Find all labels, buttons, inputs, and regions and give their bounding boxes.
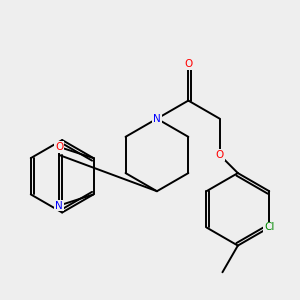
- Text: O: O: [55, 142, 63, 152]
- Text: O: O: [216, 150, 224, 160]
- Text: O: O: [184, 59, 193, 69]
- Text: Cl: Cl: [264, 223, 274, 232]
- Text: N: N: [153, 114, 161, 124]
- Text: N: N: [55, 201, 63, 211]
